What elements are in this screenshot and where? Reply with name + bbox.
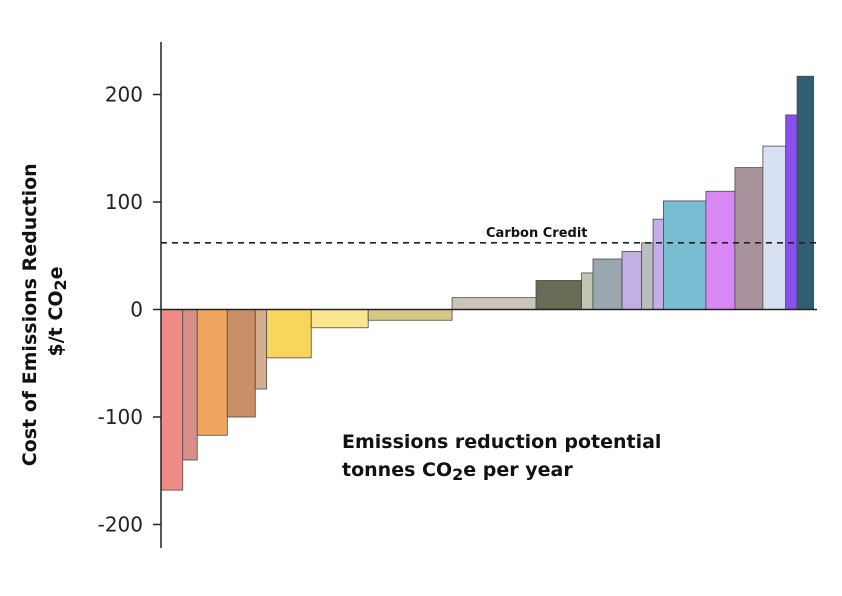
cost-bar [581, 272, 594, 310]
cost-bar [663, 200, 707, 310]
y-tick-label: 0 [130, 298, 143, 322]
cost-bar [796, 75, 815, 310]
y-tick-label: -200 [98, 513, 143, 537]
carbon-credit-label: Carbon Credit [486, 226, 588, 241]
bars-group [160, 75, 815, 491]
y-tick-label: -100 [98, 405, 143, 429]
cost-bar [592, 258, 623, 310]
potential-annotation: Emissions reduction potential tonnes CO2… [342, 431, 668, 484]
cost-bar [196, 309, 228, 436]
y-tick-label: 100 [105, 190, 143, 214]
cost-bar [705, 190, 736, 310]
potential-annotation-line1: Emissions reduction potential [342, 431, 661, 453]
potential-annotation-line2: tonnes CO2e per year [342, 459, 573, 484]
y-ticks-group: 200 100 0 -100 -200 [98, 83, 161, 537]
y-axis-title: Cost of Emissions Reduction $/t CO2e [19, 157, 70, 467]
cost-bar [226, 309, 256, 418]
cost-bar [160, 309, 184, 491]
cost-bar [762, 145, 787, 310]
cost-bar [641, 242, 654, 310]
y-tick-label: 200 [105, 83, 143, 107]
cost-bar [367, 309, 453, 321]
y-axis-title-line1: Cost of Emissions Reduction [19, 163, 41, 466]
cost-bar [451, 297, 537, 310]
cost-bar [535, 280, 582, 310]
cost-bar [310, 309, 369, 329]
cost-bar [182, 309, 198, 461]
cost-bar [652, 218, 664, 310]
cost-bar [254, 309, 268, 390]
cost-bar [621, 251, 643, 310]
cost-bar [266, 309, 312, 359]
y-axis-title-line2: $/t CO2e [45, 267, 70, 357]
cost-bar [785, 114, 798, 310]
cost-bar [734, 167, 764, 310]
